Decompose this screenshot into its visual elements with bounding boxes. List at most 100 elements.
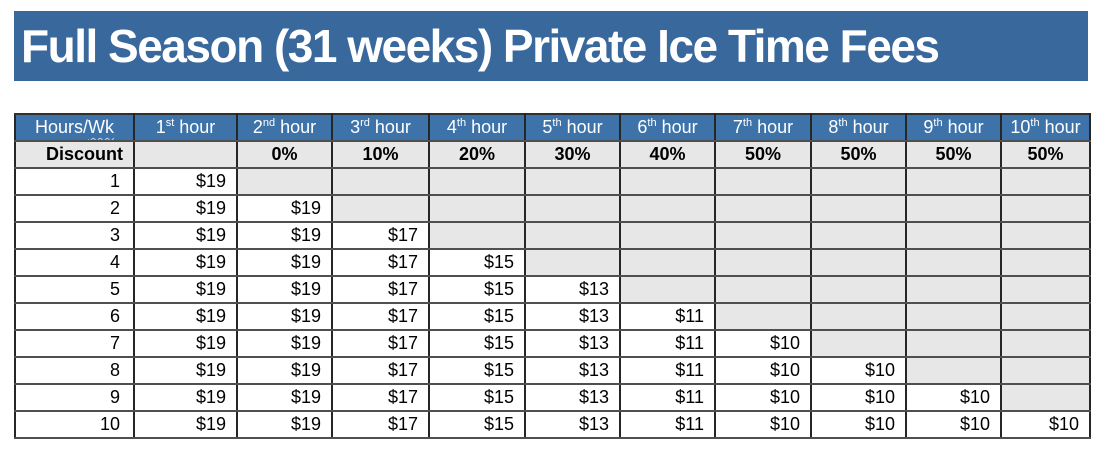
discount-cell: 20%	[428, 140, 526, 169]
empty-cell	[905, 275, 1002, 304]
empty-cell	[1000, 302, 1091, 331]
price-cell: $17	[331, 410, 430, 439]
table-row: 2 $19 $19	[14, 194, 1091, 223]
price-cell: $11	[619, 329, 716, 358]
price-cell: $15	[428, 356, 526, 385]
table-row: 9 $19 $19 $17 $15 $13 $11 $10 $10 $10	[14, 383, 1091, 412]
price-cell: $15	[428, 302, 526, 331]
hours-label-wk: Wk	[88, 117, 114, 137]
hour-column-header: 5th hour	[524, 113, 621, 142]
empty-cell	[1000, 194, 1091, 223]
hours-cell: 5	[14, 275, 135, 304]
empty-cell	[428, 221, 526, 250]
table-row: 7 $19 $19 $17 $15 $13 $11 $10	[14, 329, 1091, 358]
empty-cell	[619, 167, 716, 196]
price-cell: $17	[331, 329, 430, 358]
price-cell: $13	[524, 356, 621, 385]
empty-cell	[1000, 329, 1091, 358]
empty-cell	[714, 248, 812, 277]
price-cell: $10	[810, 356, 907, 385]
price-cell: $13	[524, 329, 621, 358]
price-cell: $19	[236, 194, 333, 223]
hours-cell: 2	[14, 194, 135, 223]
empty-cell	[810, 329, 907, 358]
fees-table: Hours/Wk 1st hour 2nd hour 3rd hour 4th hou…	[14, 113, 1091, 439]
discount-cell: 50%	[810, 140, 907, 169]
price-cell: $17	[331, 248, 430, 277]
empty-cell	[236, 167, 333, 196]
empty-cell	[714, 275, 812, 304]
hour-column-header: 6th hour	[619, 113, 716, 142]
fees-table-body: 1 $19 2 $19 $19 3 $19 $19 $17 4 $19 $19 $17 $15 5 $19 $1…	[14, 167, 1091, 439]
price-cell: $10	[905, 410, 1002, 439]
empty-cell	[619, 275, 716, 304]
discount-cell: 50%	[714, 140, 812, 169]
price-cell: $19	[236, 221, 333, 250]
hours-cell: 1	[14, 167, 135, 196]
header-row: Hours/Wk 1st hour 2nd hour 3rd hour 4th hou…	[14, 113, 1091, 142]
hour-column-header: 7th hour	[714, 113, 812, 142]
price-cell: $19	[133, 302, 238, 331]
empty-cell	[810, 167, 907, 196]
discount-label: Discount	[14, 140, 135, 169]
table-row: 5 $19 $19 $17 $15 $13	[14, 275, 1091, 304]
empty-cell	[428, 194, 526, 223]
hour-column-header: 8th hour	[810, 113, 907, 142]
empty-cell	[714, 194, 812, 223]
hour-column-header: 9th hour	[905, 113, 1002, 142]
discount-cell: 0%	[236, 140, 333, 169]
price-cell: $19	[236, 275, 333, 304]
price-cell: $10	[1000, 410, 1091, 439]
hours-label-prefix: Hours/	[34, 117, 88, 137]
empty-cell	[905, 356, 1002, 385]
hours-per-week-header: Hours/Wk	[14, 113, 135, 142]
empty-cell	[810, 194, 907, 223]
price-cell: $10	[714, 356, 812, 385]
empty-cell	[331, 167, 430, 196]
hour-column-header: 4th hour	[428, 113, 526, 142]
hour-column-header: 2nd hour	[236, 113, 333, 142]
hours-cell: 6	[14, 302, 135, 331]
empty-cell	[524, 194, 621, 223]
price-cell: $17	[331, 275, 430, 304]
price-cell: $10	[905, 383, 1002, 412]
price-cell: $13	[524, 410, 621, 439]
table-row: 1 $19	[14, 167, 1091, 196]
hours-cell: 3	[14, 221, 135, 250]
empty-cell	[810, 221, 907, 250]
price-cell: $19	[236, 248, 333, 277]
price-cell: $19	[133, 329, 238, 358]
empty-cell	[331, 194, 430, 223]
hour-column-header: 3rd hour	[331, 113, 430, 142]
discount-cell	[133, 140, 238, 169]
price-cell: $13	[524, 383, 621, 412]
price-cell: $15	[428, 275, 526, 304]
price-cell: $15	[428, 329, 526, 358]
empty-cell	[714, 167, 812, 196]
price-cell: $17	[331, 221, 430, 250]
empty-cell	[905, 221, 1002, 250]
price-cell: $19	[133, 383, 238, 412]
price-cell: $17	[331, 302, 430, 331]
empty-cell	[1000, 383, 1091, 412]
empty-cell	[905, 302, 1002, 331]
empty-cell	[1000, 275, 1091, 304]
price-cell: $17	[331, 356, 430, 385]
price-cell: $11	[619, 383, 716, 412]
empty-cell	[905, 329, 1002, 358]
discount-row: Discount 0% 10% 20% 30% 40% 50% 50% 50% 50%	[14, 140, 1091, 169]
empty-cell	[714, 221, 812, 250]
price-cell: $19	[133, 356, 238, 385]
empty-cell	[905, 194, 1002, 223]
table-row: 4 $19 $19 $17 $15	[14, 248, 1091, 277]
discount-cell: 30%	[524, 140, 621, 169]
price-cell: $19	[133, 248, 238, 277]
table-row: 8 $19 $19 $17 $15 $13 $11 $10 $10	[14, 356, 1091, 385]
empty-cell	[1000, 221, 1091, 250]
price-cell: $19	[236, 329, 333, 358]
table-row: 10 $19 $19 $17 $15 $13 $11 $10 $10 $10 $10	[14, 410, 1091, 439]
hours-cell: 10	[14, 410, 135, 439]
hours-cell: 9	[14, 383, 135, 412]
price-cell: $19	[236, 383, 333, 412]
price-cell: $15	[428, 248, 526, 277]
